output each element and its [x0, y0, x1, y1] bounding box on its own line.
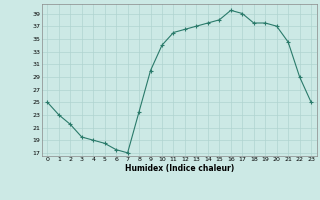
X-axis label: Humidex (Indice chaleur): Humidex (Indice chaleur)	[124, 164, 234, 173]
